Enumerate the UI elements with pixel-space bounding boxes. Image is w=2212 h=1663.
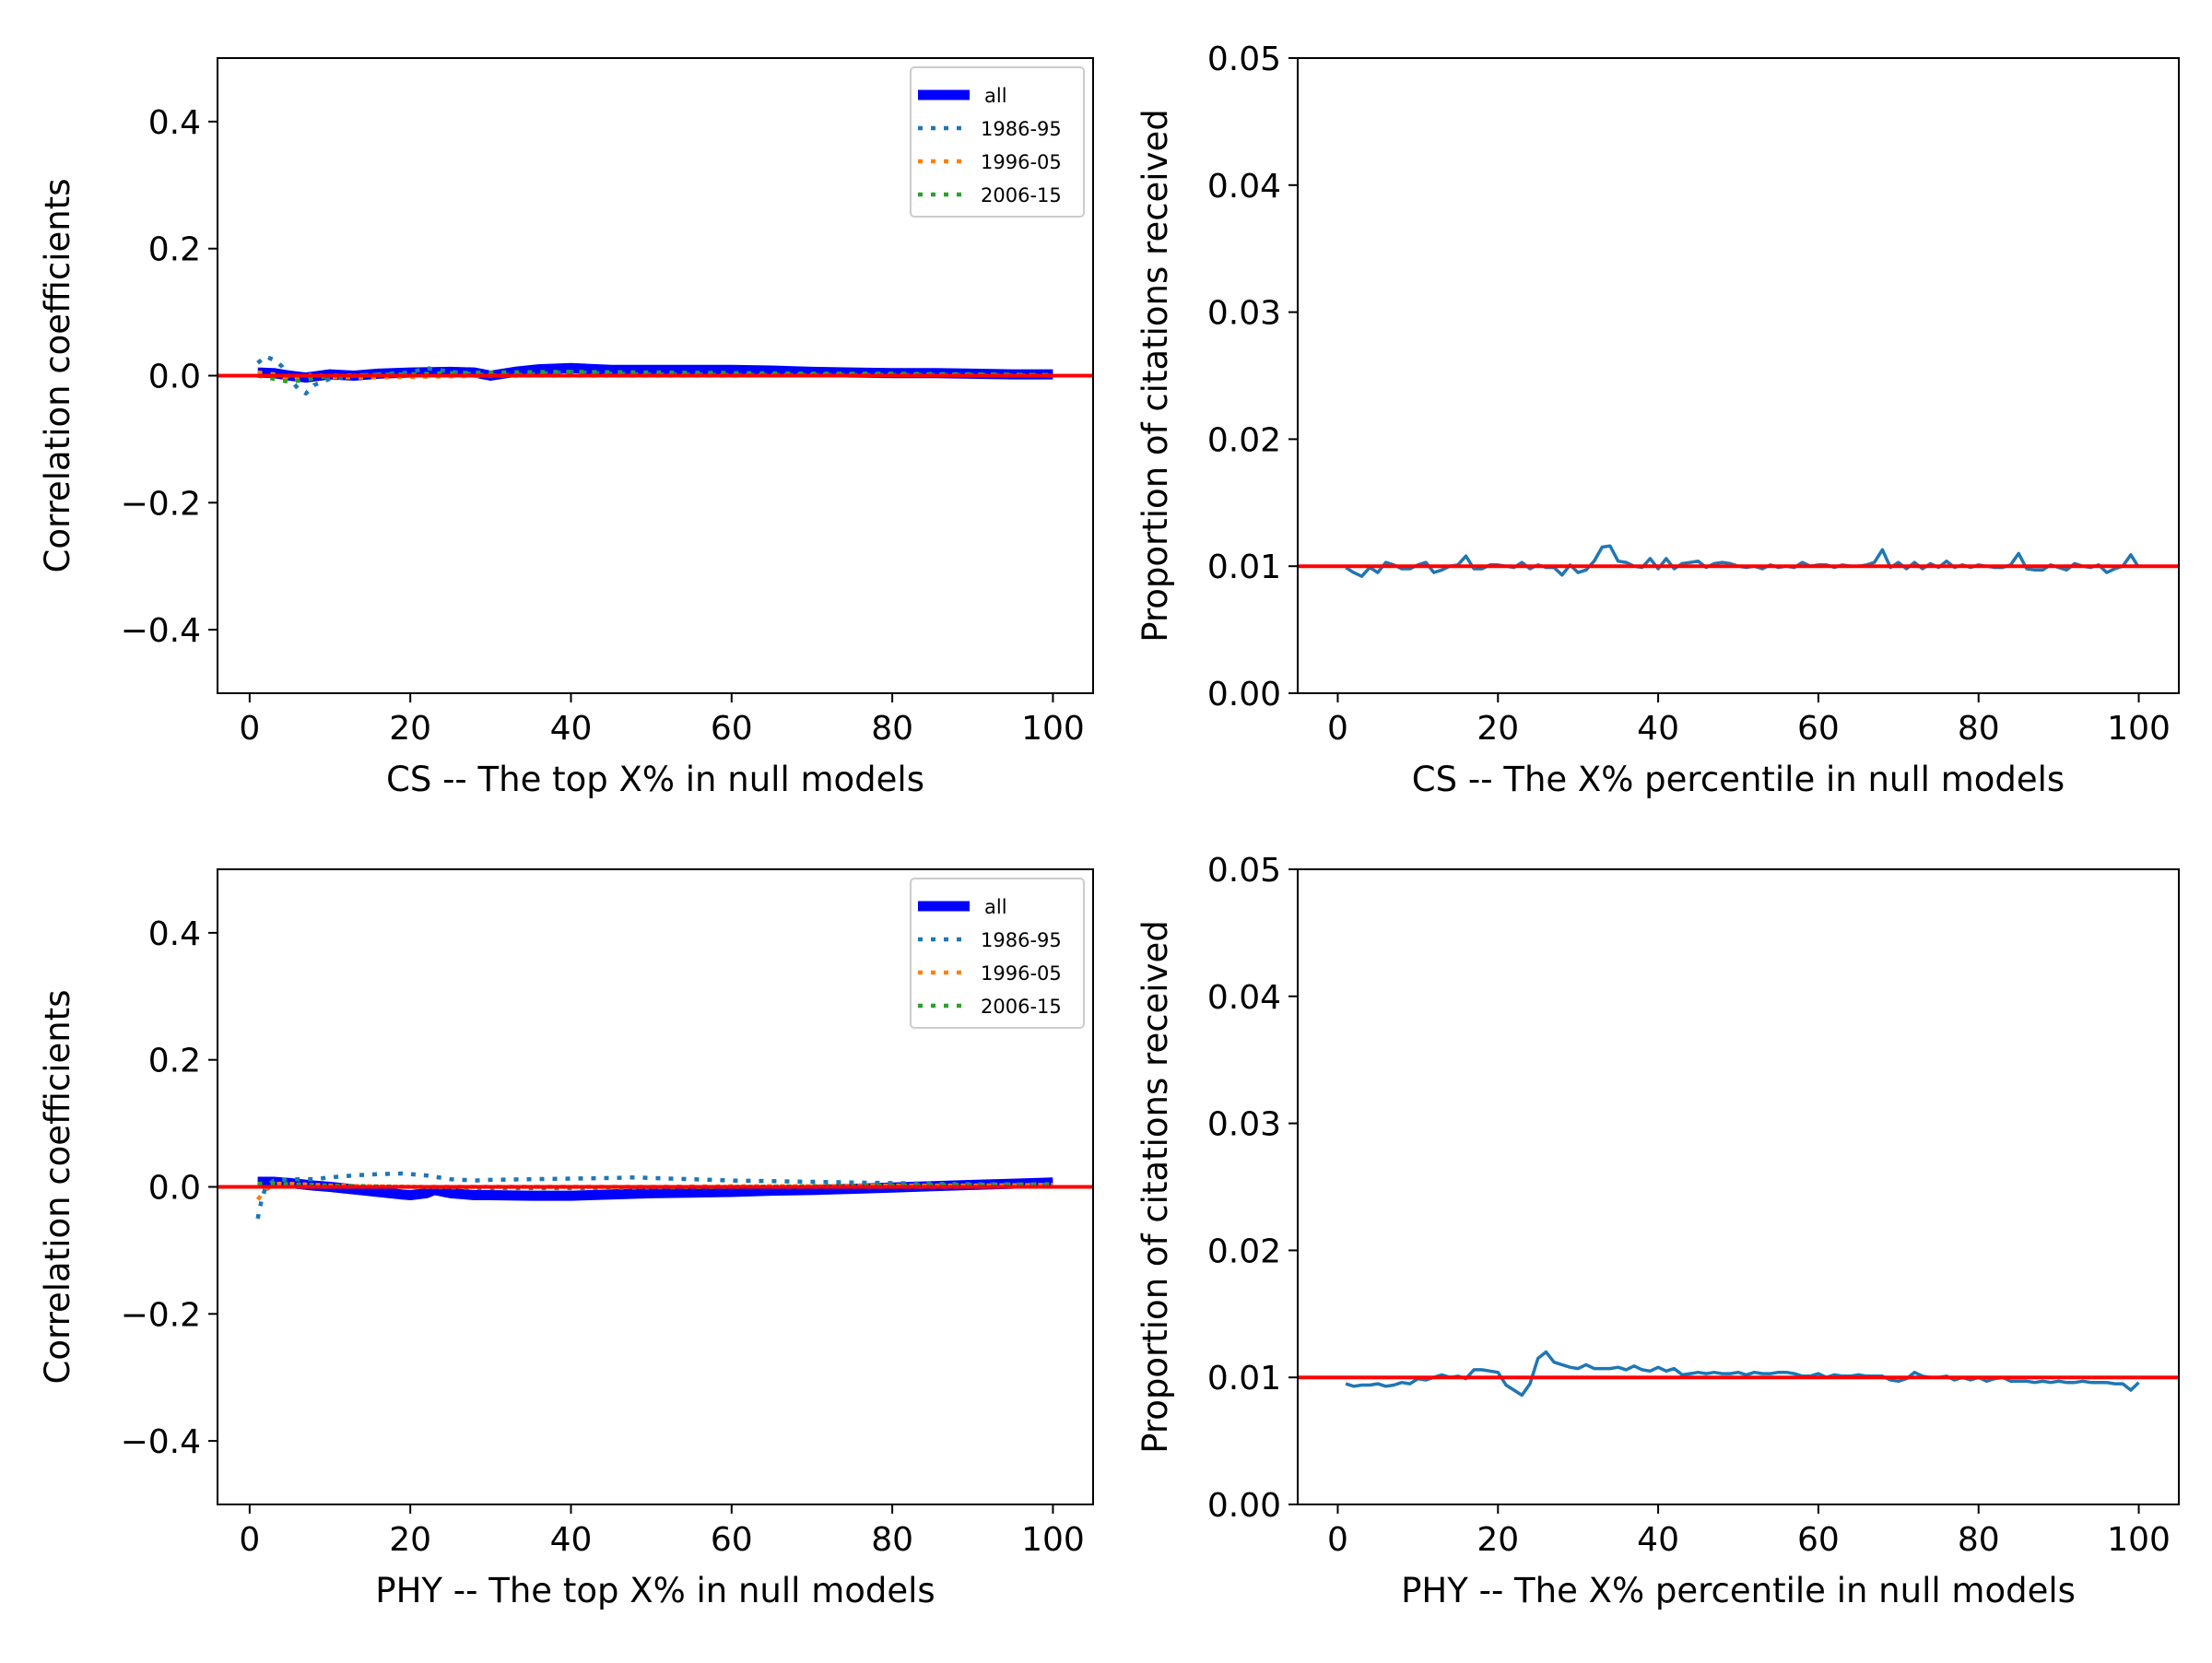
y-tick-label: 0.0: [148, 1170, 201, 1208]
axes-frame: [1297, 868, 2180, 1505]
series-line-proportion: [1345, 544, 2140, 578]
legend: all 1986-95 1996-05 2006-15: [910, 66, 1085, 218]
legend-box: [910, 66, 1085, 218]
y-tick-label: 0.05: [1207, 41, 1281, 78]
x-tick-label: 100: [1021, 710, 1085, 748]
x-tick-label: 60: [711, 710, 753, 748]
x-tick-label: 0: [239, 1521, 260, 1559]
x-tick-label: 40: [550, 710, 593, 748]
y-tick-label: 0.03: [1207, 1106, 1281, 1144]
x-tick-label: 0: [1327, 1521, 1348, 1559]
x-tick-label: 60: [1797, 710, 1840, 748]
x-tick-label: 20: [389, 710, 431, 748]
x-tick-label: 20: [1477, 710, 1519, 748]
x-tick-label: 20: [389, 1521, 431, 1559]
x-tick-label: 80: [1958, 710, 2000, 748]
y-tick-label: 0.04: [1207, 168, 1281, 206]
legend-label-1986-95: 1986-95: [981, 929, 1062, 951]
x-tick-label: 40: [1637, 710, 1679, 748]
y-tick-label: −0.4: [121, 1423, 201, 1461]
x-tick-label: 80: [871, 1521, 913, 1559]
x-tick-label: 0: [1327, 710, 1348, 748]
plot-area: [1345, 544, 2140, 578]
x-tick-label: 60: [711, 1521, 753, 1559]
y-tick-label: 0.4: [148, 915, 201, 953]
y-axis-label: Correlation coefficients: [38, 179, 77, 573]
y-tick-label: −0.4: [121, 612, 201, 650]
x-tick-label: 40: [1637, 1521, 1679, 1559]
legend-label-1986-95: 1986-95: [981, 118, 1062, 140]
y-axis-label: Correlation coefficients: [38, 990, 77, 1385]
x-axis-label: CS -- The top X% in null models: [386, 760, 924, 799]
x-tick-label: 40: [550, 1521, 593, 1559]
series-line-1986-95: [255, 1171, 1053, 1220]
y-axis-label: Proportion of citations received: [1135, 920, 1175, 1454]
legend-label-2006-15: 2006-15: [981, 184, 1062, 206]
y-tick-label: 0.02: [1207, 1233, 1281, 1270]
y-tick-label: 0.0: [148, 359, 201, 396]
axes-frame: [1297, 57, 2180, 694]
panel-phy-correlation: 0 20 40 60 80 100 −0.4 −0.2 0.0 0.2 0.4 PHY -- The …: [38, 868, 1094, 1610]
x-tick-label: 60: [1797, 1521, 1840, 1559]
plot-area: [255, 1171, 1053, 1220]
legend-box: [910, 878, 1085, 1029]
y-tick-label: 0.02: [1207, 421, 1281, 459]
y-tick-label: 0.05: [1207, 852, 1281, 890]
y-tick-label: 0.03: [1207, 295, 1281, 333]
y-tick-label: 0.00: [1207, 676, 1281, 714]
y-tick-label: −0.2: [121, 485, 201, 523]
series-line-proportion: [1345, 1350, 2140, 1398]
legend: all 1986-95 1996-05 2006-15: [910, 878, 1085, 1029]
legend-label-2006-15: 2006-15: [981, 996, 1062, 1018]
series-line-2006-15: [257, 370, 1053, 384]
y-axis-label: Proportion of citations received: [1135, 109, 1175, 643]
x-axis-label: PHY -- The top X% in null models: [375, 1571, 935, 1610]
legend-label-1996-05: 1996-05: [981, 151, 1062, 173]
y-tick-label: 0.4: [148, 104, 201, 142]
y-tick-label: 0.00: [1207, 1487, 1281, 1525]
legend-label-all: all: [984, 896, 1007, 918]
x-tick-label: 100: [1021, 1521, 1085, 1559]
legend-label-all: all: [984, 85, 1007, 107]
x-axis-label: CS -- The X% percentile in null models: [1412, 760, 2065, 799]
x-tick-label: 0: [239, 710, 260, 748]
x-tick-label: 80: [1958, 1521, 2000, 1559]
x-axis-label: PHY -- The X% percentile in null models: [1401, 1571, 2076, 1610]
y-tick-label: 0.04: [1207, 979, 1281, 1017]
y-tick-label: 0.2: [148, 231, 201, 269]
panel-cs-proportion: 0 20 40 60 80 100 0.00 0.01 0.02 0.03 0.04 0.05 CS -…: [1135, 41, 2180, 799]
legend-label-1996-05: 1996-05: [981, 962, 1062, 985]
panel-cs-correlation: 0 20 40 60 80 100 −0.4 −0.2 0.0 0.2 0.4 CS -- The t…: [38, 57, 1094, 799]
y-tick-label: −0.2: [121, 1296, 201, 1334]
y-tick-label: 0.01: [1207, 1360, 1281, 1398]
x-tick-label: 80: [871, 710, 913, 748]
y-tick-label: 0.2: [148, 1043, 201, 1080]
x-tick-label: 100: [2107, 710, 2171, 748]
panel-phy-proportion: 0 20 40 60 80 100 0.00 0.01 0.02 0.03 0.04 0.05 PHY …: [1135, 852, 2180, 1610]
x-tick-label: 100: [2107, 1521, 2171, 1559]
x-tick-label: 20: [1477, 1521, 1519, 1559]
y-tick-label: 0.01: [1207, 548, 1281, 586]
plot-area: [1345, 1350, 2140, 1398]
